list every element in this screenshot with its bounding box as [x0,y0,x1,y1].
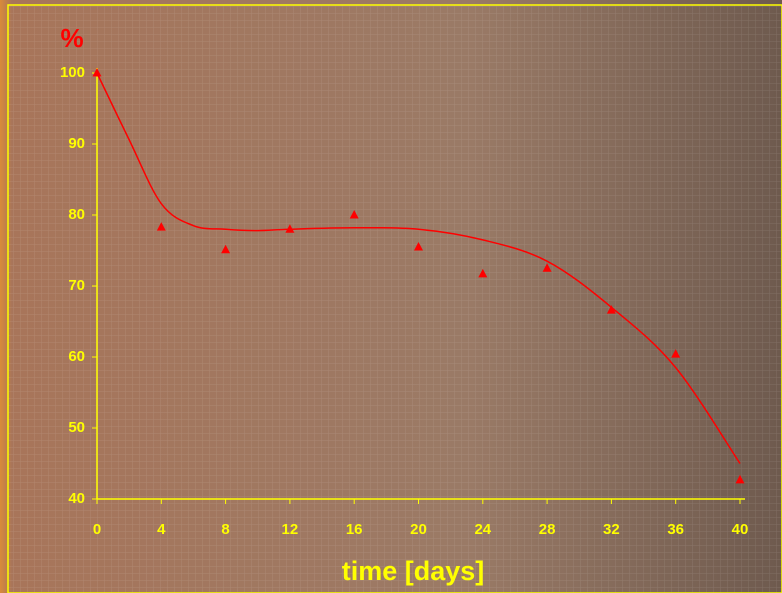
y-tick-label: 60 [68,348,85,365]
x-tick-label: 4 [157,521,166,538]
y-axis-label: % [60,23,83,53]
x-tick-label: 40 [732,521,749,538]
data-point [671,349,681,358]
data-point [542,263,552,272]
data-point [221,244,231,254]
x-axis-label: time [days] [342,556,485,586]
y-tick-label: 90 [68,135,85,152]
y-tick-label: 100 [60,64,85,81]
x-tick-label: 8 [221,521,229,538]
x-tick-label: 28 [539,521,556,538]
data-point [606,305,616,314]
y-tick-label: 70 [68,277,85,294]
y-tick-label: 80 [68,206,85,223]
y-tick-label: 50 [68,419,85,436]
x-tick-label: 16 [346,521,363,538]
data-point [349,210,359,219]
y-tick-label: 40 [68,490,85,507]
fit-line [96,72,741,464]
x-tick-label: 36 [667,521,684,538]
x-tick-label: 24 [474,521,491,538]
data-point [92,68,102,77]
data-point [735,474,745,484]
data-point [478,268,488,278]
x-tick-label: 32 [603,521,620,538]
x-tick-label: 20 [410,521,427,538]
data-point [414,241,423,251]
x-tick-label: 12 [282,521,299,538]
plot-frame [7,4,782,593]
x-tick-label: 0 [93,521,101,538]
data-point [156,222,166,231]
